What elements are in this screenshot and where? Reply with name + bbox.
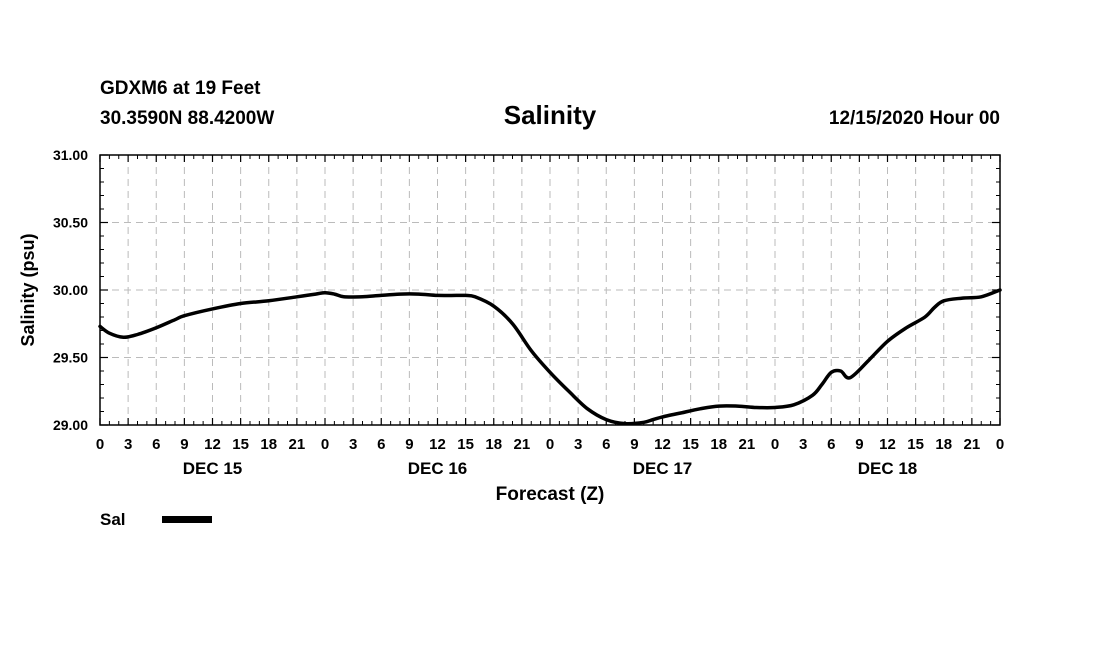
x-tick-label: 18 [485,436,502,453]
grid [100,155,1000,425]
x-tick-label: 0 [996,436,1004,453]
x-tick-label: 15 [907,436,924,453]
x-tick-label: 9 [180,436,188,453]
x-tick-label: 21 [289,436,306,453]
day-label: DEC 17 [633,459,693,478]
x-axis-label: Forecast (Z) [496,484,605,505]
x-tick-label: 0 [771,436,779,453]
x-tick-label: 21 [514,436,531,453]
x-tick-label: 21 [739,436,756,453]
y-tick-labels: 29.00 29.50 30.00 30.50 31.00 [53,147,88,433]
x-tick-labels: 0 3 6 9 12 15 18 21 0 3 6 9 12 15 18 21 0 3 6 9 12 15 18 21 0 3 6 9… [96,436,1004,453]
x-tick-label: 6 [827,436,835,453]
coordinates-label: 30.3590N 88.4200W [100,108,274,129]
day-label: DEC 18 [858,459,918,478]
chart-title: Salinity [504,100,597,130]
y-tick-label: 29.50 [53,350,88,366]
x-tick-label: 6 [152,436,160,453]
day-labels: DEC 15 DEC 16 DEC 17 DEC 18 [183,459,918,478]
x-tick-label: 15 [682,436,699,453]
y-tick-label: 31.00 [53,147,88,163]
x-tick-label: 18 [710,436,727,453]
series-line-sal [98,288,1002,426]
x-tick-label: 12 [204,436,221,453]
x-tick-label: 15 [457,436,474,453]
x-tick-label: 3 [124,436,132,453]
x-tick-label: 0 [96,436,104,453]
x-tick-label: 15 [232,436,249,453]
x-tick-label: 6 [602,436,610,453]
x-tick-label: 3 [574,436,582,453]
x-tick-label: 3 [799,436,807,453]
x-tick-label: 0 [321,436,329,453]
x-tick-label: 0 [546,436,554,453]
x-tick-label: 18 [260,436,277,453]
y-tick-label: 29.00 [53,417,88,433]
x-tick-label: 9 [855,436,863,453]
run-timestamp: 12/15/2020 Hour 00 [829,108,1000,129]
y-axis-label: Salinity (psu) [18,233,38,346]
x-tick-label: 9 [630,436,638,453]
y-tick-label: 30.50 [53,215,88,231]
x-tick-label: 21 [964,436,981,453]
x-tick-label: 3 [349,436,357,453]
station-label: GDXM6 at 19 Feet [100,78,261,99]
x-tick-label: 6 [377,436,385,453]
x-tick-label: 9 [405,436,413,453]
x-tick-label: 12 [429,436,446,453]
x-tick-label: 18 [935,436,952,453]
x-tick-label: 12 [879,436,896,453]
day-label: DEC 16 [408,459,468,478]
day-label: DEC 15 [183,459,243,478]
legend-label-sal: Sal [100,510,126,529]
legend-swatch-sal [162,516,212,523]
y-tick-label: 30.00 [53,282,88,298]
x-tick-label: 12 [654,436,671,453]
